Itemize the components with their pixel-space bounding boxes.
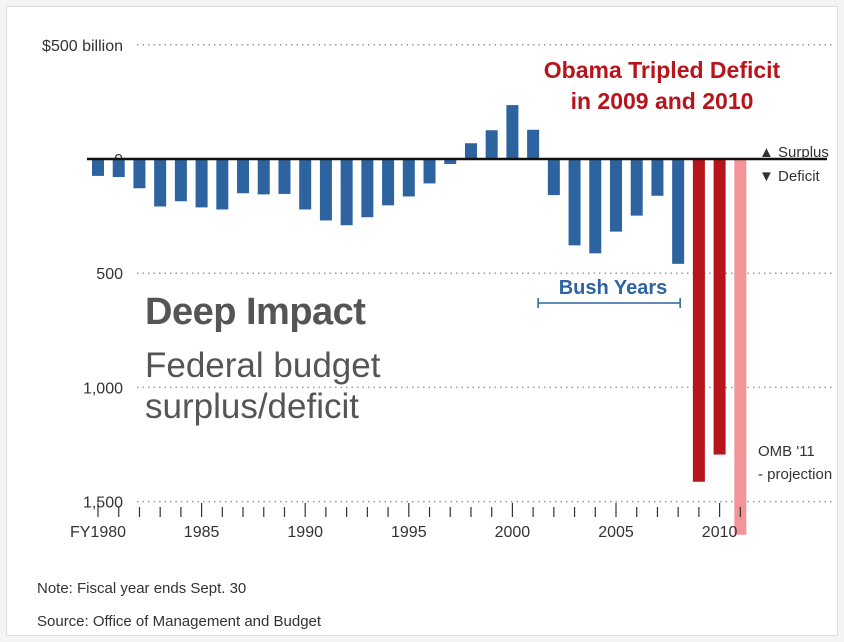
x-tick-label: FY1980 <box>70 524 126 541</box>
bar-1999 <box>485 130 498 159</box>
subtitle-line-2: surplus/deficit <box>145 387 359 426</box>
bar-1990 <box>299 159 312 210</box>
bar-1985 <box>195 159 208 208</box>
note-text: Note: Fiscal year ends Sept. 30 <box>37 580 247 597</box>
bar-2003 <box>568 159 581 246</box>
omb-label-line-2: - projection <box>758 466 833 483</box>
bar-1997 <box>444 159 457 165</box>
bar-2005 <box>610 159 622 232</box>
x-tick-label: 1995 <box>391 524 427 541</box>
headline-line-2: in 2009 and 2010 <box>570 88 754 114</box>
x-tick-label: 2005 <box>598 524 634 541</box>
bar-2000 <box>506 105 519 159</box>
y-tick-label: 1,000 <box>83 380 123 397</box>
chart-title: Deep Impact <box>145 291 366 333</box>
bar-1982 <box>133 159 146 189</box>
y-tick-label: 1,500 <box>83 495 123 512</box>
chart-subtitle: Federal budget surplus/deficit <box>145 345 380 427</box>
bar-1986 <box>216 159 229 210</box>
bar-1993 <box>361 159 374 218</box>
bar-2011 <box>734 159 747 535</box>
bar-2010 <box>713 159 726 455</box>
bar-2007 <box>651 159 664 196</box>
bar-1987 <box>237 159 250 194</box>
bar-2004 <box>589 159 602 254</box>
bar-2008 <box>672 159 685 264</box>
bar-1992 <box>340 159 353 226</box>
bar-1983 <box>154 159 167 207</box>
x-tick-label: 2000 <box>495 524 531 541</box>
bar-1995 <box>402 159 415 197</box>
bar-1998 <box>464 143 477 159</box>
bar-2002 <box>547 159 560 196</box>
y-tick-label: 500 <box>96 266 123 283</box>
source-text: Source: Office of Management and Budget <box>37 613 322 630</box>
x-tick-label: 2010 <box>702 524 738 541</box>
x-tick-label: 1990 <box>287 524 323 541</box>
bush-years-label: Bush Years <box>558 277 668 299</box>
bar-2006 <box>630 159 643 216</box>
bar-1984 <box>174 159 187 202</box>
bar-1989 <box>278 159 291 194</box>
bar-2001 <box>527 129 540 159</box>
omb-projection-label: OMB '11 - projection <box>758 440 832 486</box>
bar-1996 <box>423 159 436 184</box>
headline: Obama Tripled Deficit in 2009 and 2010 <box>477 55 844 117</box>
bar-2009 <box>692 159 705 482</box>
budget-chart: $500 billion05001,0001,500FY198019851990… <box>42 38 833 541</box>
bar-1980 <box>92 159 104 176</box>
omb-label-line-1: OMB '11 <box>758 443 815 460</box>
surplus-legend: ▲ Surplus <box>759 144 829 161</box>
chart-frame: $500 billion05001,0001,500FY198019851990… <box>6 6 838 636</box>
deficit-legend: ▼ Deficit <box>759 168 820 185</box>
bar-1981 <box>112 159 125 178</box>
subtitle-line-1: Federal budget <box>145 346 381 385</box>
x-tick-label: 1985 <box>184 524 220 541</box>
bar-1988 <box>257 159 270 195</box>
bar-1991 <box>319 159 332 221</box>
y-tick-label: $500 billion <box>42 38 123 55</box>
headline-line-1: Obama Tripled Deficit <box>543 57 781 83</box>
bar-1994 <box>382 159 395 206</box>
